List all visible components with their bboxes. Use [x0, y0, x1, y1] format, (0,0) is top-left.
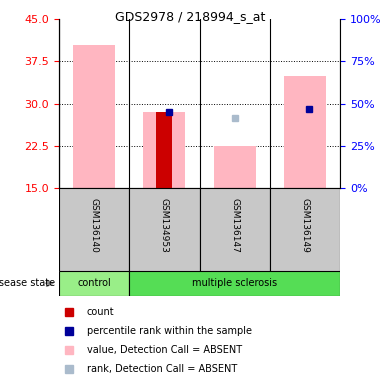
Bar — [59, 188, 129, 271]
Bar — [214, 146, 256, 188]
Bar — [59, 271, 129, 296]
Text: rank, Detection Call = ABSENT: rank, Detection Call = ABSENT — [87, 364, 237, 374]
Bar — [73, 45, 115, 188]
Text: control: control — [77, 278, 111, 288]
Text: GDS2978 / 218994_s_at: GDS2978 / 218994_s_at — [115, 10, 265, 23]
Text: GSM136147: GSM136147 — [230, 198, 239, 253]
Bar — [284, 76, 326, 188]
Bar — [200, 188, 270, 271]
Text: multiple sclerosis: multiple sclerosis — [192, 278, 277, 288]
Bar — [129, 188, 200, 271]
Bar — [143, 112, 185, 188]
Text: GSM134953: GSM134953 — [160, 198, 169, 253]
Text: disease state: disease state — [0, 278, 55, 288]
Text: GSM136149: GSM136149 — [301, 198, 309, 253]
Text: value, Detection Call = ABSENT: value, Detection Call = ABSENT — [87, 346, 242, 356]
Text: GSM136140: GSM136140 — [90, 198, 98, 253]
Text: count: count — [87, 308, 114, 318]
Bar — [129, 271, 340, 296]
Bar — [156, 112, 173, 188]
Text: percentile rank within the sample: percentile rank within the sample — [87, 326, 252, 336]
Bar — [270, 188, 340, 271]
